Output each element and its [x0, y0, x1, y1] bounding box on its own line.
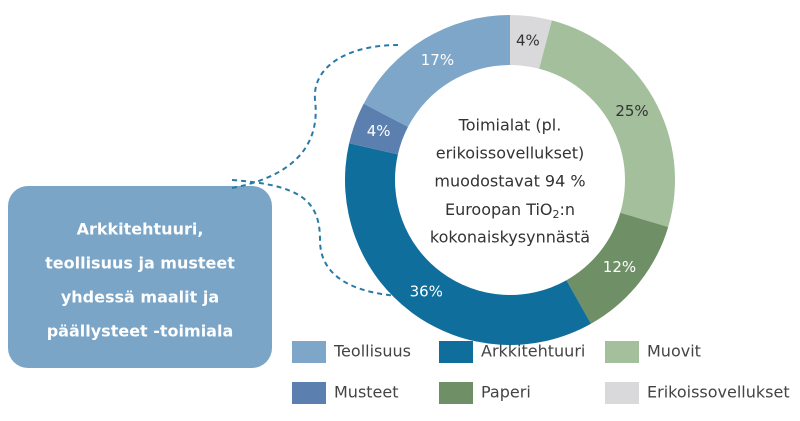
- callout-text: yhdessä maalit ja: [61, 288, 219, 307]
- data-label: 17%: [421, 51, 454, 69]
- donut-slice: [349, 103, 409, 155]
- callout-box: [8, 186, 272, 368]
- donut-slice: [363, 15, 510, 127]
- callout-text: teollisuus ja musteet: [45, 254, 235, 273]
- legend-swatch: [292, 382, 326, 404]
- legend-label: Teollisuus: [333, 342, 411, 361]
- center-text-part: Euroopan TiO: [445, 200, 553, 219]
- data-label: 4%: [516, 32, 540, 50]
- center-text: Toimialat (pl.: [458, 116, 562, 135]
- donut-slice: [510, 15, 552, 69]
- legend-label: Muovit: [647, 342, 701, 361]
- legend-swatch: [605, 341, 639, 363]
- donut-slice: [345, 143, 591, 345]
- data-label: 12%: [603, 258, 636, 276]
- center-text-sub: 2: [553, 208, 560, 221]
- center-text: kokonaiskysynnästä: [430, 228, 590, 247]
- donut-slice: [566, 212, 669, 324]
- data-label: 36%: [410, 283, 443, 301]
- callout-text: Arkkitehtuuri,: [77, 220, 204, 239]
- center-text: erikoissovellukset): [436, 144, 585, 163]
- callout-connector: [231, 44, 399, 189]
- center-text: Euroopan TiO2:n: [445, 200, 575, 222]
- callout-text: päällysteet -toimiala: [47, 322, 234, 341]
- data-label: 4%: [367, 122, 391, 140]
- legend-swatch: [439, 341, 473, 363]
- legend-swatch: [292, 341, 326, 363]
- legend-label: Erikoissovellukset: [647, 383, 790, 402]
- legend-swatch: [439, 382, 473, 404]
- donut-slice: [539, 20, 675, 227]
- legend-label: Musteet: [334, 383, 399, 402]
- center-text: muodostavat 94 %: [434, 172, 585, 191]
- data-label: 25%: [615, 102, 648, 120]
- legend-label: Paperi: [481, 383, 531, 402]
- callout-connector: [231, 179, 399, 297]
- legend-swatch: [605, 382, 639, 404]
- center-text-part: :n: [560, 200, 576, 219]
- legend-label: Arkkitehtuuri: [481, 342, 585, 361]
